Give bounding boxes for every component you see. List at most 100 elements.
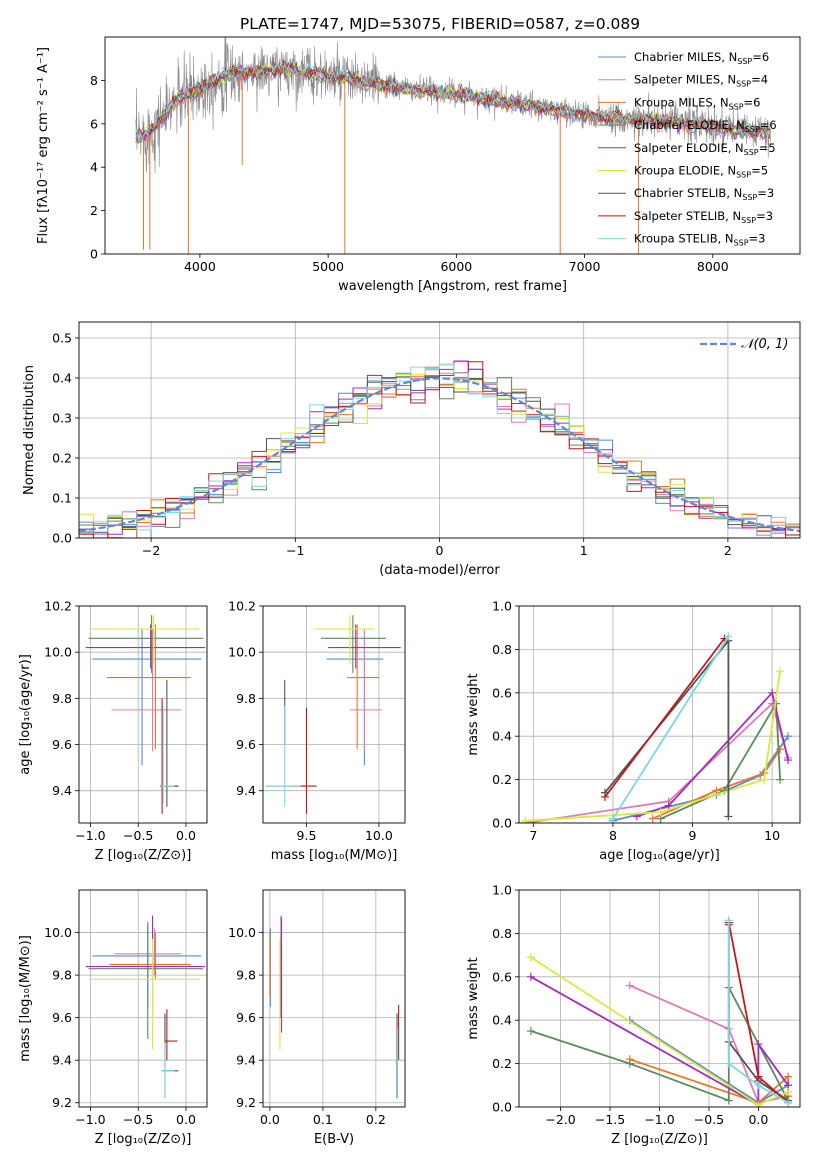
y-tick-label: 9.4 <box>52 783 72 798</box>
x-tick-label: 0.0 <box>260 1112 280 1127</box>
x-axis-label: (data-model)/error <box>379 563 500 578</box>
legend-entry: Chabrier STELIB, NSSP=3 <box>634 186 774 202</box>
y-tick-label: 0 <box>90 247 98 262</box>
legend-subscript: SSP <box>729 102 744 111</box>
legend-count: =5 <box>751 164 768 178</box>
panel-mass-vs-EBV: 0.0 0.1 0.2 9.2 9.4 9.6 9.8 10.0 E(B-V) <box>228 889 406 1147</box>
legend-entry: Salpeter MILES, NSSP=4 <box>634 73 768 89</box>
series-marker <box>784 1087 793 1096</box>
legend-entry: Kroupa STELIB, NSSP=3 <box>634 232 765 248</box>
y-axis-label: mass weight <box>466 957 481 1039</box>
y-tick-label: 0.4 <box>492 1013 512 1028</box>
y-tick-label: 10.0 <box>228 925 256 940</box>
x-tick-label: 0.0 <box>176 1112 196 1127</box>
x-tick-label: 7 <box>529 828 537 843</box>
model-spectrum-kroupa-elodie <box>135 61 771 144</box>
series-kroupa-elodie <box>525 670 781 822</box>
series-marker <box>724 1059 733 1068</box>
x-tick-label: 8 <box>609 828 617 843</box>
x-tick-label: −2 <box>142 543 160 558</box>
series-marker <box>608 814 617 823</box>
y-axis-label: Normed distribution <box>22 365 37 495</box>
series-marker <box>600 792 609 801</box>
legend-entry: 𝒩(0, 1) <box>741 337 788 352</box>
series-marker <box>625 1059 634 1068</box>
plot-area <box>135 37 771 254</box>
series-marker <box>754 1072 763 1081</box>
y-tick-label: 0.0 <box>492 816 512 831</box>
panel-mass-weight-vs-Z: −2.0 −1.5 −1.0 −0.5 0.0 0.0 0.2 0.4 0.6 0.8 1.0 Z [… <box>466 883 801 1147</box>
figure-title: PLATE=1747, MJD=53075, FIBERID=0587, z=0… <box>240 15 640 33</box>
x-tick-label: 10.0 <box>365 828 393 843</box>
series-marker <box>724 916 733 925</box>
x-tick-label: 7000 <box>569 259 601 274</box>
y-tick-label: 10.2 <box>228 599 256 614</box>
panel-spectrum: 4000 5000 6000 7000 8000 0 2 4 6 8 wavelength [Ang… <box>36 36 801 294</box>
series-marker <box>526 972 535 981</box>
legend-count: =5 <box>759 141 776 155</box>
y-tick-label: 10.0 <box>228 645 256 660</box>
plot-area <box>79 606 207 823</box>
axes-frame <box>78 321 801 539</box>
x-tick-label: 6000 <box>440 259 472 274</box>
plot-area <box>519 606 800 823</box>
y-tick-label: 9.6 <box>236 737 256 752</box>
histogram-kroupa-stelib <box>79 363 800 537</box>
series-marker <box>760 775 769 784</box>
legend-subscript: SSP <box>736 171 751 180</box>
x-tick-label: 0.0 <box>748 1112 768 1127</box>
legend-entry: Salpeter STELIB, NSSP=3 <box>634 209 773 225</box>
series-marker <box>784 756 793 765</box>
legend-entry: Kroupa ELODIE, NSSP=5 <box>634 164 768 180</box>
series-marker <box>724 812 733 821</box>
y-tick-label: 1.0 <box>492 883 512 898</box>
series-salpeter-miles <box>525 701 789 823</box>
legend-subscript: SSP <box>734 239 749 248</box>
y-tick-label: 0.8 <box>492 926 512 941</box>
y-tick-label: 4 <box>90 160 98 175</box>
y-tick-label: 10.0 <box>44 925 72 940</box>
x-tick-label: 10 <box>764 828 780 843</box>
y-tick-label: 0.2 <box>492 772 512 787</box>
x-tick-label: −1.0 <box>75 1112 105 1127</box>
y-tick-label: 0.2 <box>492 1056 512 1071</box>
series-kroupa-stelib <box>727 920 789 1104</box>
y-tick-label: 9.2 <box>52 1095 72 1110</box>
legend-subscript: SSP <box>745 125 760 134</box>
panel-residuals: −2 −1 0 1 2 0.0 0.1 0.2 0.3 0.4 0.5 (data-model)/er… <box>22 321 801 578</box>
axes-frame <box>104 36 801 255</box>
legend-count: =4 <box>751 73 768 87</box>
axes-frame <box>262 605 406 824</box>
y-tick-label: 0.3 <box>52 411 72 426</box>
series-marker <box>776 775 785 784</box>
x-tick-label: 5000 <box>312 259 344 274</box>
y-tick-label: 9.6 <box>52 737 72 752</box>
x-tick-label: 1 <box>580 543 588 558</box>
axes-frame <box>262 889 406 1108</box>
series-marker <box>776 745 785 754</box>
model-spectrum-kroupa-stelib <box>135 61 771 143</box>
legend-entry: Chabrier ELODIE, NSSP=6 <box>634 118 777 134</box>
y-tick-label: 0.8 <box>492 642 512 657</box>
series-marker <box>768 688 777 697</box>
y-tick-label: 9.4 <box>236 783 256 798</box>
y-tick-label: 2 <box>90 203 98 218</box>
y-tick-label: 10.2 <box>44 599 72 614</box>
x-tick-label: 0.1 <box>313 1112 333 1127</box>
series-chabrier-elodie <box>660 700 781 820</box>
x-tick-label: 2 <box>724 543 732 558</box>
x-axis-label: Z [log₁₀(Z/Z⊙)] <box>95 848 192 863</box>
y-tick-label: 9.8 <box>52 691 72 706</box>
y-tick-label: 1.0 <box>492 599 512 614</box>
x-axis-label: age [log₁₀(age/yr)] <box>599 848 720 863</box>
y-axis-label: mass weight <box>466 673 481 755</box>
normal-curve <box>79 377 800 533</box>
y-tick-label: 0.6 <box>492 969 512 984</box>
y-tick-label: 9.6 <box>52 1010 72 1025</box>
axes-frame <box>518 889 801 1108</box>
axes-frame <box>78 605 208 824</box>
y-axis-label: age [log₁₀(age/yr)] <box>18 654 33 775</box>
x-tick-label: −1.0 <box>75 828 105 843</box>
plot-area <box>263 606 405 823</box>
